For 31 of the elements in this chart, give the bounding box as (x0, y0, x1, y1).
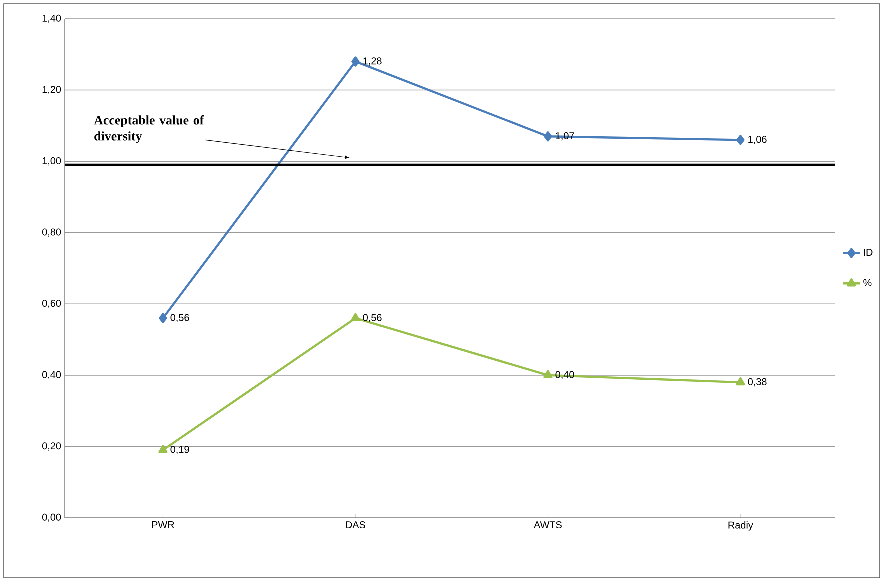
point (351, 313, 360, 322)
legend-label: % (864, 279, 872, 286)
data-label: 0,40 (556, 371, 574, 380)
y-tick-label: 0,00 (42, 514, 62, 522)
point (159, 313, 168, 324)
point (352, 56, 360, 67)
y-tick-label: 0,40 (42, 371, 62, 380)
point (158, 445, 168, 454)
data-label: 1,07 (556, 132, 574, 141)
data-label: 1,06 (748, 136, 767, 144)
data-label: 0,56 (363, 314, 382, 323)
x-tick-label: DAS (346, 522, 366, 529)
ref-line-label: Acceptable value of diversity (94, 116, 204, 144)
y-tick-label: 1,40 (42, 14, 62, 24)
data-label: 0,19 (170, 446, 190, 454)
point (544, 370, 553, 378)
data-label: 0,38 (748, 378, 767, 387)
data-label: 0,56 (170, 314, 190, 323)
point (544, 132, 552, 142)
y-tick-label: 0,60 (42, 300, 62, 308)
x-tick-label: PWR (152, 522, 174, 528)
y-tick-label: 1,20 (42, 86, 62, 94)
y-tick-label: 0,80 (42, 228, 62, 237)
y-tick-label: 1,00 (42, 157, 62, 166)
point (736, 377, 746, 386)
x-tick-label: AWTS (534, 522, 562, 529)
data-label: 1,28 (364, 58, 382, 66)
x-tick-label: Radiy (728, 522, 754, 531)
y-tick-label: 0,20 (42, 442, 62, 451)
point (736, 135, 745, 146)
legend-label: ID (864, 249, 873, 256)
